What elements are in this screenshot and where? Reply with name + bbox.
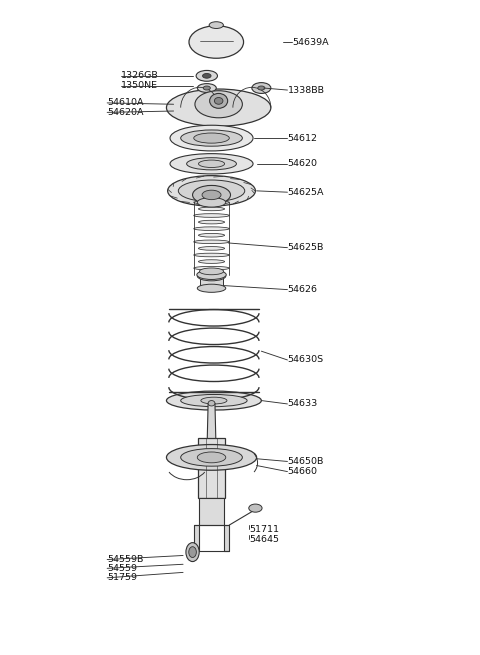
Text: 1338BB: 1338BB xyxy=(288,86,324,94)
Ellipse shape xyxy=(194,133,229,143)
Ellipse shape xyxy=(199,260,225,263)
FancyBboxPatch shape xyxy=(200,274,223,288)
Ellipse shape xyxy=(197,271,226,281)
Text: 54620A: 54620A xyxy=(107,108,144,117)
Ellipse shape xyxy=(201,397,227,404)
Ellipse shape xyxy=(187,158,237,170)
Ellipse shape xyxy=(194,240,229,244)
Ellipse shape xyxy=(199,233,225,237)
Ellipse shape xyxy=(167,445,257,470)
Polygon shape xyxy=(207,403,216,438)
Ellipse shape xyxy=(199,246,225,250)
Text: 54610A: 54610A xyxy=(107,98,144,107)
Ellipse shape xyxy=(249,504,262,512)
Text: 54630S: 54630S xyxy=(288,356,324,364)
Ellipse shape xyxy=(180,449,242,466)
Ellipse shape xyxy=(170,125,253,151)
Ellipse shape xyxy=(196,71,217,81)
Ellipse shape xyxy=(195,91,242,118)
Ellipse shape xyxy=(179,180,245,202)
Text: 54559: 54559 xyxy=(107,564,137,573)
Text: 1350NE: 1350NE xyxy=(121,81,158,90)
Text: 51759: 51759 xyxy=(107,573,137,582)
Ellipse shape xyxy=(202,190,221,200)
Text: 54625A: 54625A xyxy=(288,188,324,196)
Ellipse shape xyxy=(197,284,226,292)
Ellipse shape xyxy=(194,253,229,257)
Ellipse shape xyxy=(186,542,199,561)
Ellipse shape xyxy=(197,452,226,463)
Text: 54612: 54612 xyxy=(288,134,317,143)
Ellipse shape xyxy=(167,391,261,410)
Text: 54620: 54620 xyxy=(288,159,317,168)
Text: 51711: 51711 xyxy=(250,525,279,534)
Ellipse shape xyxy=(199,268,224,274)
Ellipse shape xyxy=(194,214,229,217)
Text: 54633: 54633 xyxy=(288,400,318,409)
Text: 54626: 54626 xyxy=(288,285,317,294)
Ellipse shape xyxy=(199,207,225,211)
Text: 54559B: 54559B xyxy=(107,555,144,564)
Ellipse shape xyxy=(192,185,230,204)
Ellipse shape xyxy=(180,130,242,146)
Polygon shape xyxy=(199,438,225,498)
Text: 54625B: 54625B xyxy=(288,243,324,252)
Ellipse shape xyxy=(199,220,225,224)
Polygon shape xyxy=(199,498,224,525)
Ellipse shape xyxy=(209,22,223,28)
Ellipse shape xyxy=(197,84,216,92)
Ellipse shape xyxy=(258,86,265,90)
Polygon shape xyxy=(194,525,199,551)
Ellipse shape xyxy=(210,94,228,108)
Ellipse shape xyxy=(199,160,225,168)
Ellipse shape xyxy=(168,176,255,206)
Ellipse shape xyxy=(189,547,196,557)
Ellipse shape xyxy=(180,394,247,407)
Ellipse shape xyxy=(189,26,243,58)
Text: 1326GB: 1326GB xyxy=(121,71,159,81)
Text: 54645: 54645 xyxy=(250,534,279,544)
Ellipse shape xyxy=(197,270,226,280)
Text: 54639A: 54639A xyxy=(292,37,329,47)
Text: 54660: 54660 xyxy=(288,467,317,476)
Ellipse shape xyxy=(167,89,271,126)
Polygon shape xyxy=(224,525,229,551)
Ellipse shape xyxy=(208,401,215,406)
Ellipse shape xyxy=(194,227,229,231)
Ellipse shape xyxy=(203,73,211,78)
Text: 54650B: 54650B xyxy=(288,457,324,466)
Ellipse shape xyxy=(203,86,210,90)
Ellipse shape xyxy=(194,200,229,204)
Ellipse shape xyxy=(197,198,226,207)
Ellipse shape xyxy=(252,83,271,94)
Ellipse shape xyxy=(215,98,223,104)
Ellipse shape xyxy=(194,267,229,270)
Ellipse shape xyxy=(170,154,253,174)
